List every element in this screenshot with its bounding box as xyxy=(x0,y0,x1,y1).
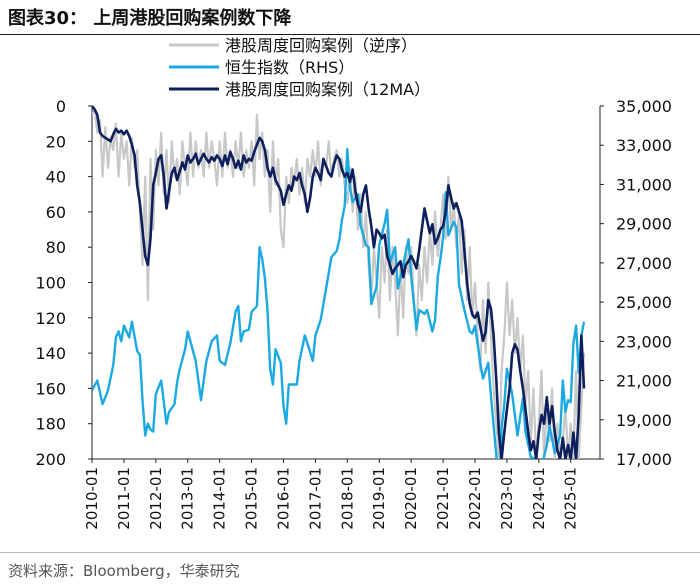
legend-hsi-label: 恒生指数（RHS） xyxy=(225,58,354,77)
x-tick-label: 2024-01 xyxy=(530,467,548,530)
left-tick-label: 180 xyxy=(35,415,66,434)
right-tick-label: 21,000 xyxy=(616,372,672,391)
x-tick-label: 2016-01 xyxy=(274,467,292,530)
right-tick-label: 17,000 xyxy=(616,450,672,469)
left-tick-label: 0 xyxy=(56,97,66,116)
x-tick-label: 2018-01 xyxy=(338,467,356,530)
right-tick-label: 29,000 xyxy=(616,215,672,234)
x-tick-label: 2011-01 xyxy=(115,467,133,530)
x-tick-label: 2017-01 xyxy=(306,467,324,530)
left-tick-label: 80 xyxy=(46,238,66,257)
x-tick-label: 2012-01 xyxy=(147,467,165,530)
x-tick-label: 2014-01 xyxy=(211,467,229,530)
left-tick-label: 160 xyxy=(35,379,66,398)
left-tick-label: 200 xyxy=(35,450,66,469)
x-tick-label: 2020-01 xyxy=(402,467,420,530)
right-tick-label: 35,000 xyxy=(616,97,672,116)
x-tick-label: 2021-01 xyxy=(434,467,452,530)
left-tick-label: 100 xyxy=(35,274,66,293)
left-tick-label: 20 xyxy=(46,132,66,151)
right-tick-label: 31,000 xyxy=(616,175,672,194)
x-tick-label: 2019-01 xyxy=(370,467,388,530)
legend-ma12-label: 港股周度回购案例（12MA） xyxy=(225,80,430,99)
chart-title: 图表30： 上周港股回购案例数下降 xyxy=(8,8,292,29)
series-weekly-line xyxy=(92,108,586,459)
title-divider xyxy=(0,34,700,35)
left-tick-label: 40 xyxy=(46,168,66,187)
chart: 0 20 40 60 80 100 120 140 160 180 200 17,000 19,000 2… xyxy=(35,36,672,530)
x-tick-label: 2025-01 xyxy=(562,467,580,530)
left-tick-label: 60 xyxy=(46,203,66,222)
right-tick-label: 27,000 xyxy=(616,254,672,273)
x-tick-label: 2015-01 xyxy=(243,467,261,530)
left-tick-label: 140 xyxy=(35,344,66,363)
legend-weekly-label: 港股周度回购案例（逆序） xyxy=(225,36,417,55)
series-hsi-line xyxy=(92,147,586,459)
right-tick-label: 19,000 xyxy=(616,411,672,430)
source-divider xyxy=(0,552,700,553)
x-tick-label: 2022-01 xyxy=(466,467,484,530)
x-tick-label: 2010-01 xyxy=(83,467,101,530)
x-tick-label: 2023-01 xyxy=(498,467,516,530)
x-tick-label: 2013-01 xyxy=(179,467,197,530)
right-tick-label: 25,000 xyxy=(616,293,672,312)
left-tick-label: 120 xyxy=(35,309,66,328)
source-note: 资料来源：Bloomberg，华泰研究 xyxy=(8,562,240,580)
right-tick-label: 23,000 xyxy=(616,332,672,351)
series-ma12-line xyxy=(92,105,586,459)
right-tick-label: 33,000 xyxy=(616,136,672,155)
